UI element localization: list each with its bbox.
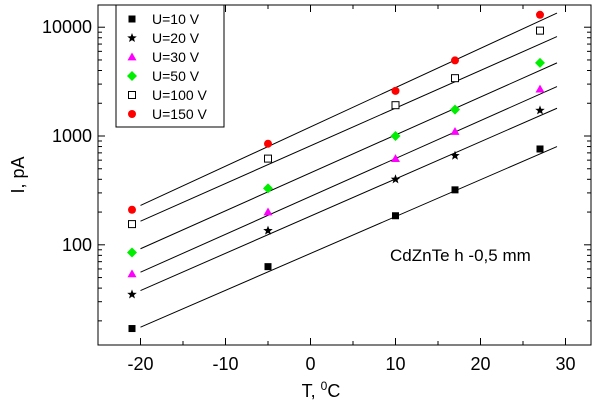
legend: U=10 V U=20 V U=30 V U=50 V U=100 V U=150 V <box>127 11 208 122</box>
x-tick-label: 0 <box>305 354 315 374</box>
data-point <box>451 74 459 83</box>
data-point <box>450 127 460 135</box>
x-axis-title-main: T, <box>302 381 321 401</box>
data-point <box>390 131 401 142</box>
data-point <box>263 207 273 216</box>
data-point <box>127 289 137 299</box>
fit-line <box>140 86 558 273</box>
tick-labels: -20 -10 0 10 20 30 100 1000 10000 <box>42 17 576 374</box>
fit-line <box>140 12 558 206</box>
x-axis-title-superscript: 0 <box>321 379 328 393</box>
data-point <box>536 145 544 153</box>
x-axis-title-unit: C <box>327 381 340 401</box>
legend-label: U=150 V <box>152 106 208 122</box>
annotation: CdZnTe h -0,5 mm <box>390 246 531 265</box>
data-point <box>535 105 545 115</box>
legend-marker <box>128 110 136 118</box>
x-tick-label: 30 <box>555 354 575 374</box>
legend-marker <box>128 15 136 23</box>
data-point <box>263 225 273 235</box>
data-point <box>127 247 137 258</box>
data-point <box>536 26 544 35</box>
fit-lines <box>140 12 558 328</box>
legend-label: U=20 V <box>152 30 200 46</box>
data-point <box>127 269 137 278</box>
legend-label: U=10 V <box>152 11 200 27</box>
y-tick-label: 10000 <box>42 17 92 37</box>
data-point <box>535 57 545 68</box>
x-tick-label: -20 <box>127 354 153 374</box>
data-point <box>128 220 136 229</box>
x-axis-title: T, 0C <box>302 379 341 401</box>
legend-marker <box>128 91 136 99</box>
data-point <box>451 56 459 65</box>
data-point <box>128 325 136 333</box>
legend-marker <box>127 33 137 43</box>
data-point <box>390 174 401 184</box>
data-point <box>450 104 460 115</box>
data-point <box>264 263 272 271</box>
data-point <box>450 150 460 160</box>
fit-line <box>140 62 558 250</box>
legend-marker <box>127 71 137 81</box>
fit-line <box>140 107 558 291</box>
y-tick-label: 1000 <box>52 126 92 146</box>
data-point <box>391 154 400 162</box>
fit-line <box>140 36 558 222</box>
fit-line <box>140 146 558 328</box>
legend-label: U=30 V <box>152 49 200 65</box>
data-point <box>451 186 459 194</box>
data-point <box>535 84 545 93</box>
data-point <box>391 101 400 110</box>
plot-frame <box>97 4 592 346</box>
legend-label: U=50 V <box>152 68 200 84</box>
x-tick-label: -10 <box>212 354 238 374</box>
data-point <box>263 183 273 194</box>
x-tick-label: 20 <box>470 354 490 374</box>
data-point <box>536 10 544 19</box>
y-axis-title: I, pA <box>8 156 28 193</box>
x-tick-label: 10 <box>385 354 405 374</box>
data-point <box>392 212 399 220</box>
data-point <box>128 205 136 214</box>
data-points <box>127 10 545 333</box>
legend-marker <box>127 52 137 61</box>
data-point <box>264 139 272 148</box>
legend-label: U=100 V <box>152 87 208 103</box>
data-point <box>264 154 272 163</box>
data-point <box>391 86 400 95</box>
legend-box <box>115 4 225 128</box>
y-tick-label: 100 <box>62 235 92 255</box>
